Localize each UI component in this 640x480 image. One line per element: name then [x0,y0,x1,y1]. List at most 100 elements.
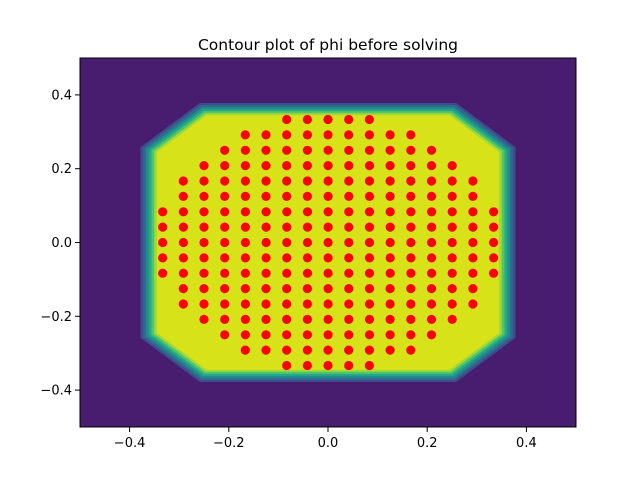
scatter-point [344,191,354,201]
scatter-point [261,345,271,355]
scatter-point [302,176,312,186]
scatter-point [364,207,375,217]
scatter-point [344,176,354,186]
scatter-point [468,268,478,278]
scatter-point [447,222,457,232]
chart-title: Contour plot of phi before solving [198,36,458,54]
scatter-point [406,145,416,155]
scatter-point [302,299,312,309]
scatter-point [178,253,188,263]
scatter-point [282,130,292,140]
scatter-point [468,191,478,201]
scatter-point [282,222,292,232]
scatter-point [199,237,209,248]
scatter-point [261,237,271,248]
scatter-point [220,145,230,155]
scatter-point [323,176,333,186]
scatter-point [323,207,333,217]
scatter-point [364,114,374,125]
scatter-point [489,268,499,278]
scatter-point [302,145,312,155]
scatter-point [344,284,354,294]
scatter-point [261,268,271,278]
scatter-point [385,222,395,232]
scatter-point [468,284,478,294]
scatter-point [406,207,416,217]
scatter-point [344,237,354,248]
scatter-point [364,345,374,355]
scatter-point [468,253,478,263]
scatter-point [364,237,375,248]
scatter-point [282,268,292,278]
scatter-point [344,330,354,340]
scatter-point [447,176,457,186]
scatter-point [406,222,416,232]
scatter-point [220,330,230,340]
scatter-point [406,161,416,171]
scatter-point [240,345,250,355]
scatter-point [426,314,437,324]
scatter-point [447,299,457,309]
scatter-point [406,237,416,248]
scatter-point [199,284,209,294]
scatter-point [261,222,271,232]
scatter-point [178,222,188,232]
scatter-point [302,130,312,140]
scatter-point [282,161,292,171]
scatter-point [406,176,416,186]
scatter-point [364,314,375,324]
scatter-point [261,145,271,155]
scatter-point [323,314,333,324]
scatter-point [323,299,333,309]
scatter-point [323,237,333,248]
scatter-point [323,345,333,355]
scatter-point [240,284,250,294]
scatter-point [364,191,375,201]
scatter-point [468,299,478,309]
scatter-point [406,299,416,309]
scatter-point [199,268,209,278]
scatter-point [323,145,333,155]
scatter-point [282,299,292,309]
scatter-point [406,268,416,278]
scatter-point [261,130,271,140]
scatter-point [261,253,271,263]
scatter-point [468,207,478,217]
scatter-point [199,314,209,324]
x-tick-label: 0.0 [318,436,339,451]
scatter-point [240,130,250,140]
scatter-point [282,237,292,248]
scatter-point [385,299,395,309]
scatter-point [178,176,188,186]
scatter-point [426,299,437,309]
scatter-point [364,360,374,371]
scatter-point [240,191,250,201]
scatter-point [220,284,230,294]
scatter-point [489,253,499,263]
scatter-point [282,191,292,201]
x-axis: −0.4 −0.2 0.0 0.2 0.4 [114,427,537,451]
scatter-point [344,360,354,371]
scatter-point [302,253,313,263]
scatter-point [344,314,354,324]
scatter-point [364,176,375,186]
scatter-point [447,253,457,263]
scatter-point [385,314,395,324]
scatter-point [302,345,312,355]
scatter-point [261,191,271,201]
scatter-point [426,191,437,201]
scatter-point [406,330,416,340]
scatter-point [220,314,230,324]
scatter-point [323,161,333,171]
scatter-point [489,237,499,248]
scatter-point [344,268,354,278]
scatter-point [220,268,230,278]
scatter-point [158,237,168,248]
scatter-point [323,284,333,294]
scatter-point [282,114,292,125]
scatter-point [282,176,292,186]
scatter-point [282,330,292,340]
scatter-point [261,314,271,324]
scatter-point [261,284,271,294]
